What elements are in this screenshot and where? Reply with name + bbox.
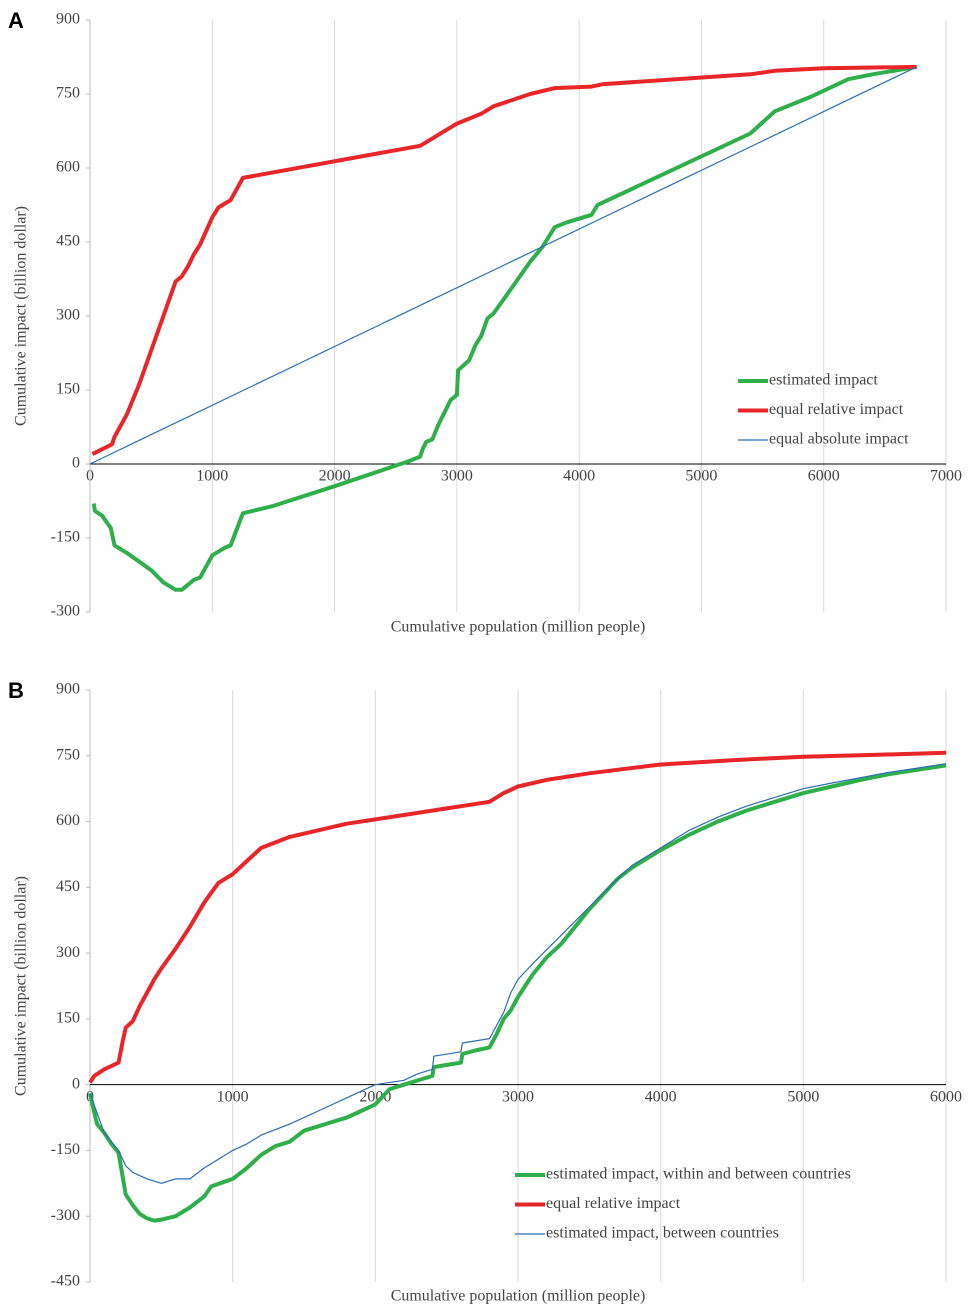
y-tick-label: -150 xyxy=(51,1141,80,1158)
y-tick-label: 750 xyxy=(56,746,80,763)
panel-label: A xyxy=(8,8,24,33)
y-tick-label: 150 xyxy=(56,381,80,398)
series-line xyxy=(88,763,947,1223)
y-tick-label: 750 xyxy=(56,85,80,102)
y-tick-label: 0 xyxy=(72,1075,80,1092)
legend-label: estimated impact xyxy=(769,372,878,389)
x-tick-label: 4000 xyxy=(645,1088,677,1105)
legend-label: equal absolute impact xyxy=(769,431,909,448)
x-tick-label: 2000 xyxy=(319,468,351,485)
y-tick-label: 300 xyxy=(56,307,80,324)
x-tick-label: 7000 xyxy=(930,468,962,485)
legend-label: estimated impact, within and between cou… xyxy=(546,1166,851,1183)
series-line xyxy=(89,66,917,465)
y-tick-label: 600 xyxy=(56,159,80,176)
series-line xyxy=(89,763,947,1184)
legend-label: equal relative impact xyxy=(546,1195,681,1212)
y-tick-label: 300 xyxy=(56,944,80,961)
x-tick-label: 3000 xyxy=(502,1088,534,1105)
series-line xyxy=(88,750,947,1084)
x-tick-label: 3000 xyxy=(441,468,473,485)
y-tick-label: 450 xyxy=(56,233,80,250)
x-tick-label: 5000 xyxy=(787,1088,819,1105)
series-line xyxy=(91,64,917,456)
x-tick-label: 6000 xyxy=(808,468,840,485)
x-tick-label: 1000 xyxy=(196,468,228,485)
y-tick-label: 150 xyxy=(56,1010,80,1027)
panel-label: B xyxy=(8,678,24,703)
x-tick-label: 4000 xyxy=(563,468,595,485)
series-line xyxy=(91,64,918,592)
x-tick-label: 2000 xyxy=(359,1088,391,1105)
y-tick-label: -150 xyxy=(51,529,80,546)
legend-label: equal relative impact xyxy=(769,401,904,418)
y-axis-label: Cumulative impact (billion dollar) xyxy=(13,876,30,1096)
x-tick-label: 6000 xyxy=(930,1088,962,1105)
x-axis-label: Cumulative population (million people) xyxy=(391,1288,646,1305)
y-tick-label: -300 xyxy=(51,1207,80,1224)
y-tick-label: 600 xyxy=(56,812,80,829)
y-tick-label: -300 xyxy=(51,603,80,620)
x-tick-label: 5000 xyxy=(685,468,717,485)
y-tick-label: 900 xyxy=(56,681,80,698)
y-tick-label: 900 xyxy=(56,11,80,28)
y-tick-label: 450 xyxy=(56,878,80,895)
x-tick-label: 1000 xyxy=(217,1088,249,1105)
y-tick-label: 0 xyxy=(72,455,80,472)
y-tick-label: -450 xyxy=(51,1273,80,1290)
legend-label: estimated impact, between countries xyxy=(546,1225,779,1242)
x-axis-label: Cumulative population (million people) xyxy=(391,619,646,636)
y-axis-label: Cumulative impact (billion dollar) xyxy=(13,206,30,426)
